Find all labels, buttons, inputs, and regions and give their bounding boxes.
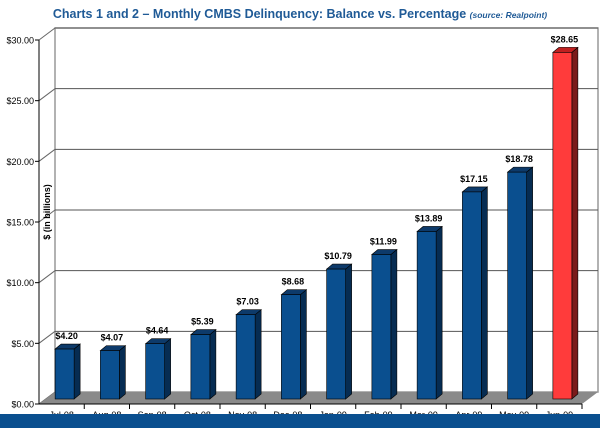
plot-floor: [39, 392, 598, 404]
data-label: $17.15: [460, 174, 488, 184]
gridline-side: [38, 148, 56, 162]
gridline-side: [38, 270, 56, 284]
bar: [190, 334, 211, 400]
bar: [281, 294, 301, 400]
chart-title: Charts 1 and 2 – Monthly CMBS Delinquenc…: [0, 7, 600, 21]
data-label: $4.64: [146, 326, 169, 336]
bar-side: [300, 289, 307, 400]
data-label: $10.79: [324, 251, 352, 261]
bar: [462, 191, 482, 400]
bar-side: [119, 344, 126, 400]
data-label: $18.78: [505, 154, 533, 164]
gridline-side: [38, 209, 56, 223]
bar-side: [526, 166, 533, 400]
bar: [371, 254, 392, 400]
data-label: $13.89: [415, 213, 443, 223]
bar: [326, 268, 346, 400]
bar: [507, 171, 527, 400]
y-tick-label: $20.00: [6, 157, 34, 167]
data-label: $11.99: [370, 237, 397, 247]
bar: [235, 314, 256, 400]
bar: [552, 52, 573, 400]
bar-side: [481, 186, 488, 400]
bar-side: [164, 338, 171, 400]
y-tick-label: $5.00: [11, 339, 34, 349]
y-tick-label: $15.00: [6, 218, 34, 228]
footer-bar: [0, 414, 600, 428]
gridline-side: [38, 88, 56, 102]
bar: [54, 348, 75, 400]
title-text: Charts 1 and 2 – Monthly CMBS Delinquenc…: [52, 7, 467, 21]
data-label: $8.68: [282, 277, 305, 287]
y-tick-label: $0.00: [11, 400, 34, 410]
y-tick-label: $25.00: [6, 96, 34, 106]
bar-side: [571, 46, 579, 400]
y-tick-label: $30.00: [6, 36, 34, 46]
data-label: $5.39: [191, 317, 214, 327]
bar-side: [345, 263, 352, 400]
y-axis-label: $ (in billions): [42, 184, 52, 240]
bar: [100, 350, 120, 400]
bar-side: [390, 248, 398, 400]
source-note: (source: Realpoint): [469, 10, 548, 20]
gridline-side: [38, 27, 56, 41]
bar: [416, 231, 437, 400]
data-label: $28.65: [551, 34, 579, 44]
data-label: $4.07: [101, 333, 124, 343]
data-label: $7.03: [236, 297, 259, 307]
bar-side: [73, 343, 81, 400]
bar-side: [435, 225, 443, 400]
bar-side: [209, 328, 217, 400]
data-label: $4.20: [55, 331, 78, 341]
bar: [145, 343, 165, 400]
y-tick-label: $10.00: [6, 278, 34, 288]
gridline-side: [38, 330, 56, 344]
bar-side: [254, 309, 262, 400]
